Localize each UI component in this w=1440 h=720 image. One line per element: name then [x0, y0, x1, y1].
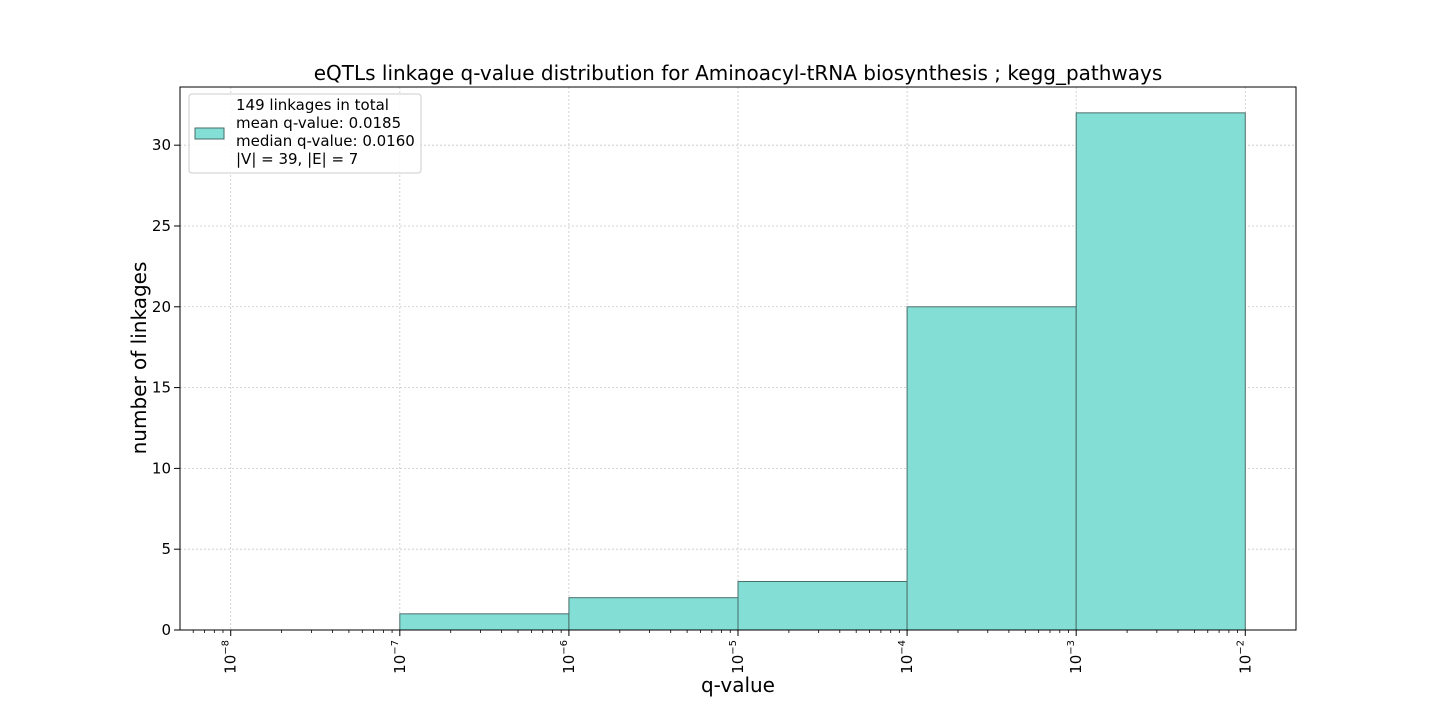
chart-title: eQTLs linkage q-value distribution for A…	[314, 61, 1163, 85]
legend-swatch	[194, 127, 225, 140]
x-axis-label: q-value	[701, 673, 775, 697]
y-tick-label: 30	[152, 136, 171, 154]
histogram-bar-1	[399, 613, 570, 631]
x-tick-label: 10−6	[559, 640, 578, 674]
y-tick-label: 0	[161, 621, 171, 639]
histogram-bar-4	[906, 306, 1077, 631]
x-tick-label: 10−8	[221, 640, 240, 674]
y-tick-label: 10	[152, 459, 171, 477]
legend-line-median: median q-value: 0.0160	[236, 132, 415, 150]
histogram-bars	[399, 112, 1246, 631]
y-axis-label: number of linkages	[127, 262, 151, 455]
legend-line-total: 149 linkages in total	[236, 96, 389, 114]
x-tick-label: 10−2	[1235, 640, 1254, 674]
legend-line-mean: mean q-value: 0.0185	[236, 114, 401, 132]
y-axis-ticks: 0 5 10 15 20 25 30	[152, 136, 180, 639]
x-tick-label: 10−3	[1066, 640, 1085, 674]
y-tick-label: 25	[152, 217, 171, 235]
y-tick-label: 5	[161, 540, 171, 558]
x-tick-label: 10−5	[728, 640, 747, 674]
histogram-bar-2	[568, 597, 739, 631]
x-tick-label: 10−7	[390, 640, 409, 674]
y-tick-label: 20	[152, 298, 171, 316]
histogram-bar-5	[1075, 112, 1246, 631]
histogram-bar-3	[737, 581, 908, 631]
legend: 149 linkages in total mean q-value: 0.01…	[188, 93, 422, 174]
legend-box	[188, 93, 422, 174]
x-axis-ticks: 10−8 10−7 10−6 10−5 10−4 10−3 10−2	[192, 630, 1254, 674]
y-tick-label: 15	[152, 379, 171, 397]
legend-line-graph: |V| = 39, |E| = 7	[236, 150, 358, 168]
x-tick-label: 10−4	[897, 640, 916, 674]
